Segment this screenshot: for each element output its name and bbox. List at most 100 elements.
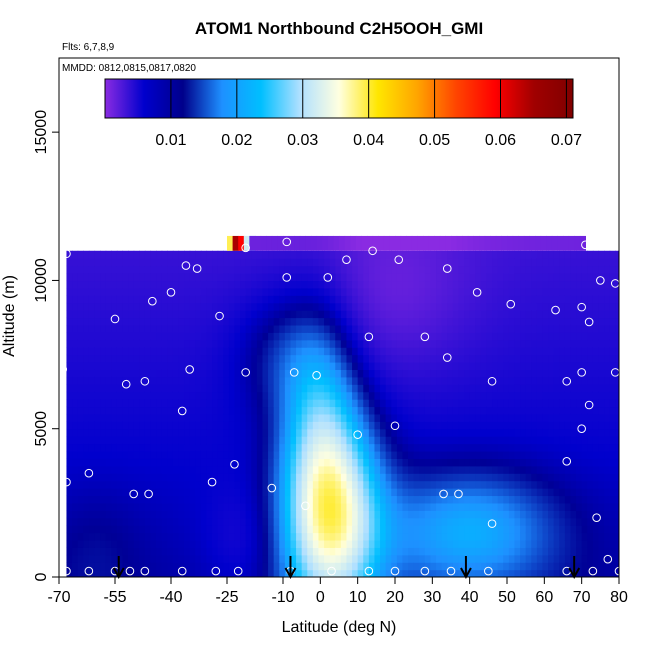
field-cell xyxy=(475,280,482,289)
field-cell xyxy=(391,428,398,437)
field-cell xyxy=(531,339,538,348)
field-cell xyxy=(553,488,560,497)
field-cell xyxy=(240,391,247,400)
field-cell xyxy=(441,250,448,259)
field-cell xyxy=(312,443,320,452)
field-cell xyxy=(592,450,600,459)
field-cell xyxy=(430,539,437,548)
field-cell xyxy=(150,495,157,504)
field-cell xyxy=(374,324,381,333)
field-cell xyxy=(497,317,504,326)
field-cell xyxy=(492,488,499,497)
field-cell xyxy=(139,302,146,311)
field-cell xyxy=(531,295,538,304)
field-cell xyxy=(536,295,544,304)
field-cell xyxy=(441,569,448,577)
field-cell xyxy=(380,547,387,556)
sample-point xyxy=(588,566,598,576)
field-cell xyxy=(380,413,387,422)
field-cell xyxy=(329,569,336,577)
field-cell xyxy=(335,361,342,370)
field-cell xyxy=(548,525,555,534)
field-cell xyxy=(508,428,516,437)
field-cell xyxy=(615,354,619,363)
field-cell xyxy=(391,369,398,378)
field-cell xyxy=(240,473,247,482)
field-cell xyxy=(436,369,443,378)
field-cell xyxy=(228,517,236,526)
field-cell xyxy=(167,517,174,526)
field-cell xyxy=(144,413,152,422)
field-cell xyxy=(206,250,213,259)
field-cell xyxy=(514,532,521,541)
field-cell xyxy=(262,302,269,311)
colorbar-tick-label: 0.07 xyxy=(551,132,582,149)
field-cell xyxy=(240,324,247,333)
field-cell xyxy=(256,399,264,408)
field-cell xyxy=(548,339,555,348)
field-cell xyxy=(133,354,140,363)
field-cell xyxy=(368,273,376,282)
field-cell xyxy=(77,302,84,311)
field-cell xyxy=(520,450,527,459)
field-cell xyxy=(559,458,566,467)
field-cell xyxy=(262,273,269,282)
field-cell xyxy=(144,287,152,296)
field-cell xyxy=(340,488,348,497)
field-cell xyxy=(424,369,432,378)
field-cell xyxy=(469,488,476,497)
field-cell xyxy=(352,287,359,296)
field-cell xyxy=(200,273,208,282)
field-cell xyxy=(312,310,320,319)
field-cell xyxy=(172,317,180,326)
field-cell xyxy=(553,376,560,385)
field-cell xyxy=(279,406,286,415)
field-cell xyxy=(72,332,79,341)
field-cell xyxy=(592,347,600,356)
field-cell xyxy=(279,539,286,548)
field-cell xyxy=(217,376,224,385)
field-cell xyxy=(357,450,364,459)
field-cell xyxy=(217,421,224,430)
sample-point xyxy=(140,376,150,386)
field-cell xyxy=(273,354,280,363)
field-cell xyxy=(408,473,415,482)
field-cell xyxy=(430,399,437,408)
field-cell xyxy=(139,280,146,289)
field-cell xyxy=(329,302,336,311)
field-cell xyxy=(346,295,353,304)
field-cell xyxy=(195,324,202,333)
field-cell xyxy=(374,569,381,577)
field-cell xyxy=(441,317,448,326)
field-cell xyxy=(318,421,325,430)
field-cell xyxy=(234,465,241,474)
field-cell xyxy=(156,391,163,400)
field-cell xyxy=(200,525,208,534)
field-cell xyxy=(167,376,174,385)
field-cell xyxy=(592,413,600,422)
field-cell xyxy=(441,399,448,408)
field-cell xyxy=(531,250,538,259)
field-cell xyxy=(100,480,107,489)
field-cell xyxy=(273,295,280,304)
field-cell xyxy=(587,517,594,526)
field-cell xyxy=(469,258,476,267)
field-cell xyxy=(206,310,213,319)
field-cell xyxy=(77,413,84,422)
field-cell xyxy=(576,510,583,519)
field-cell xyxy=(88,406,96,415)
field-cell xyxy=(559,250,566,259)
field-cell xyxy=(329,428,336,437)
field-cell xyxy=(346,510,353,519)
field-cell xyxy=(452,280,460,289)
field-cell xyxy=(111,525,118,534)
field-cell xyxy=(396,554,404,563)
field-cell xyxy=(94,480,101,489)
field-cell xyxy=(161,525,168,534)
field-cell xyxy=(245,273,252,282)
field-cell xyxy=(223,547,230,556)
field-cell xyxy=(262,510,269,519)
field-cell xyxy=(100,302,107,311)
field-cell xyxy=(301,539,308,548)
